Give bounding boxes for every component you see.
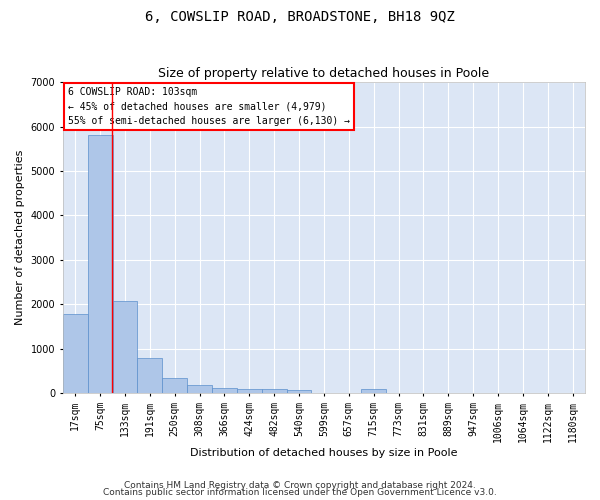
Bar <box>162 378 187 393</box>
Text: 6 COWSLIP ROAD: 103sqm
← 45% of detached houses are smaller (4,979)
55% of semi-: 6 COWSLIP ROAD: 103sqm ← 45% of detached… <box>68 86 350 126</box>
Bar <box>212 388 237 393</box>
Bar <box>262 389 287 393</box>
Text: Contains HM Land Registry data © Crown copyright and database right 2024.: Contains HM Land Registry data © Crown c… <box>124 480 476 490</box>
Bar <box>187 384 212 393</box>
Bar <box>88 134 113 393</box>
Title: Size of property relative to detached houses in Poole: Size of property relative to detached ho… <box>158 66 490 80</box>
X-axis label: Distribution of detached houses by size in Poole: Distribution of detached houses by size … <box>190 448 458 458</box>
Bar <box>137 358 162 393</box>
Text: 6, COWSLIP ROAD, BROADSTONE, BH18 9QZ: 6, COWSLIP ROAD, BROADSTONE, BH18 9QZ <box>145 10 455 24</box>
Y-axis label: Number of detached properties: Number of detached properties <box>15 150 25 326</box>
Text: Contains public sector information licensed under the Open Government Licence v3: Contains public sector information licen… <box>103 488 497 497</box>
Bar <box>237 388 262 393</box>
Bar <box>287 390 311 393</box>
Bar <box>63 314 88 393</box>
Bar <box>113 300 137 393</box>
Bar <box>361 389 386 393</box>
